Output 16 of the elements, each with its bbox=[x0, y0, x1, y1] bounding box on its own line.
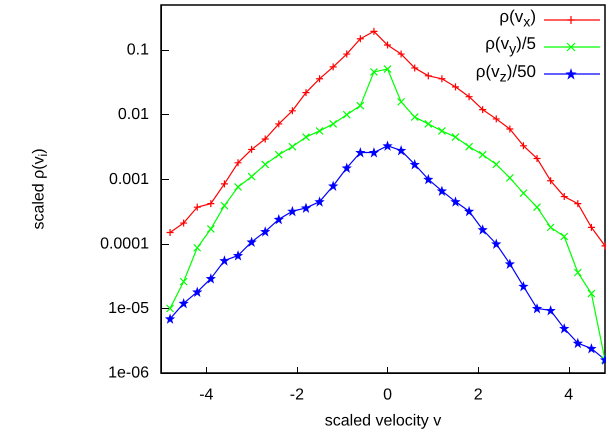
y-tick-label: 0.01 bbox=[118, 106, 150, 124]
y-tick-label: 0.1 bbox=[126, 42, 150, 59]
y-tick-label: 1e-05 bbox=[108, 300, 150, 317]
y-tick-label: 0.0001 bbox=[100, 235, 150, 252]
legend-label: ρ(v$_{x}$) bbox=[499, 6, 536, 32]
legend-label: ρ(v$_{y}$)/5 bbox=[485, 33, 536, 60]
x-axis-title: scaled velocity v bbox=[324, 412, 442, 430]
y-tick-label: 0.001 bbox=[108, 170, 150, 188]
y-tick-label: 1e-06 bbox=[108, 364, 150, 382]
legend-label: ρ(v$_{z}$)/50 bbox=[476, 60, 536, 88]
y-axis-title: scaled ρ(vi) bbox=[30, 148, 50, 230]
x-tick-label: 2 bbox=[474, 386, 483, 404]
x-tick-label: 4 bbox=[564, 386, 574, 404]
x-tick-label: 0 bbox=[383, 386, 392, 404]
x-tick-label: -4 bbox=[199, 386, 214, 404]
x-tick-label: -2 bbox=[290, 386, 304, 404]
